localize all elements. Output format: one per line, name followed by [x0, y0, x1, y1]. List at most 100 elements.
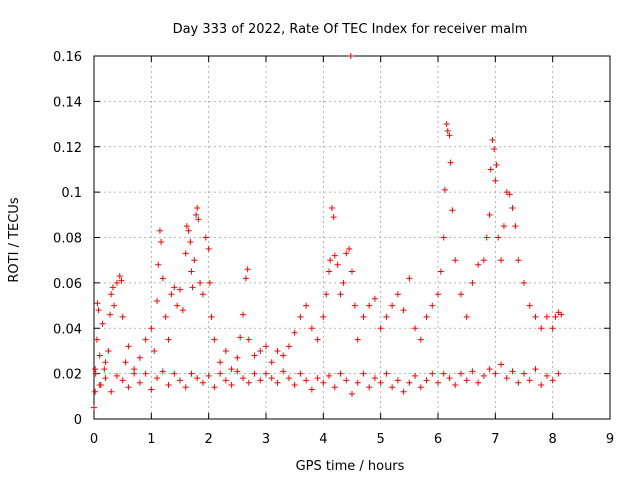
data-point: [526, 377, 533, 384]
data-point: [102, 375, 109, 382]
data-point: [177, 377, 183, 384]
data-point: [297, 313, 304, 320]
data-point: [113, 372, 120, 379]
data-point: [538, 325, 545, 332]
data-point: [105, 347, 112, 354]
data-point: [136, 354, 143, 361]
data-point: [429, 370, 436, 377]
data-point: [437, 268, 444, 275]
data-point: [122, 359, 129, 366]
plot-frame: [93, 55, 611, 420]
data-point: [475, 379, 482, 386]
data-point: [291, 381, 298, 388]
data-point: [334, 261, 341, 268]
data-point: [389, 384, 396, 391]
data-point: [340, 279, 347, 286]
data-point: [93, 336, 100, 343]
data-point: [185, 227, 192, 234]
data-point: [351, 302, 358, 309]
data-point: [326, 268, 333, 275]
data-point: [498, 257, 505, 264]
data-point: [94, 300, 101, 307]
data-point: [291, 329, 298, 336]
data-point: [383, 313, 390, 320]
data-point: [217, 370, 224, 377]
data-point: [406, 275, 413, 282]
data-point: [237, 334, 244, 341]
data-point: [366, 384, 373, 391]
data-point: [257, 347, 264, 354]
data-point: [354, 336, 361, 343]
data-point: [242, 275, 249, 282]
x-tick-label: 4: [319, 432, 327, 447]
data-point: [107, 311, 114, 318]
data-point: [263, 343, 269, 350]
data-point: [412, 372, 419, 379]
data-point: [187, 239, 194, 246]
y-tick-label: 0.16: [53, 50, 82, 65]
x-tick-label: 8: [549, 432, 557, 447]
data-point: [148, 325, 155, 332]
data-point: [346, 245, 353, 252]
data-point: [555, 370, 562, 377]
data-point: [417, 384, 424, 391]
data-point: [191, 257, 198, 264]
data-point: [558, 311, 565, 318]
data-point: [95, 307, 102, 314]
y-tick-label: 0.1: [61, 186, 82, 201]
data-point: [377, 379, 384, 386]
data-point: [549, 325, 556, 332]
data-point: [347, 53, 354, 59]
data-point: [308, 386, 315, 393]
data-point: [492, 370, 499, 377]
data-point: [202, 234, 209, 241]
data-point: [314, 375, 321, 382]
data-point: [194, 375, 201, 382]
data-point: [205, 245, 212, 252]
data-point: [532, 313, 539, 320]
data-point: [503, 375, 510, 382]
data-point: [125, 384, 132, 391]
data-point: [323, 291, 330, 298]
data-point: [179, 307, 186, 314]
data-point: [354, 379, 361, 386]
data-point: [532, 366, 539, 373]
data-point: [234, 354, 241, 361]
data-point: [446, 375, 453, 382]
data-point: [349, 268, 355, 275]
data-point: [327, 257, 334, 264]
data-point: [92, 388, 99, 395]
data-point: [188, 268, 195, 275]
data-point: [469, 368, 476, 375]
data-point: [549, 377, 556, 384]
data-point: [142, 370, 149, 377]
data-point: [183, 223, 190, 230]
axis-ticks: 0 0.02 0.04 0.06 0.08 0.1 0.12 0.14 0.16 0 1 2 3 4 5 6 7…: [53, 50, 614, 447]
grid-lines: [94, 56, 610, 419]
data-point: [245, 379, 252, 386]
data-point: [159, 368, 166, 375]
data-point: [486, 366, 493, 373]
data-point: [515, 257, 522, 264]
data-point: [331, 252, 338, 259]
data-point: [211, 336, 218, 343]
data-point: [240, 375, 247, 382]
data-point: [131, 366, 138, 373]
data-point: [343, 377, 350, 384]
data-point: [435, 291, 441, 298]
data-point: [394, 291, 401, 298]
data-point: [492, 177, 499, 184]
data-point: [285, 343, 292, 350]
data-point: [337, 291, 344, 298]
data-point: [240, 311, 247, 318]
x-tick-label: 1: [147, 432, 155, 447]
data-point: [331, 384, 338, 391]
data-point: [211, 384, 218, 391]
data-point: [222, 377, 229, 384]
data-point: [515, 379, 522, 386]
data-point: [446, 132, 453, 139]
data-point: [119, 313, 126, 320]
data-point: [412, 325, 419, 332]
data-point: [509, 368, 516, 375]
